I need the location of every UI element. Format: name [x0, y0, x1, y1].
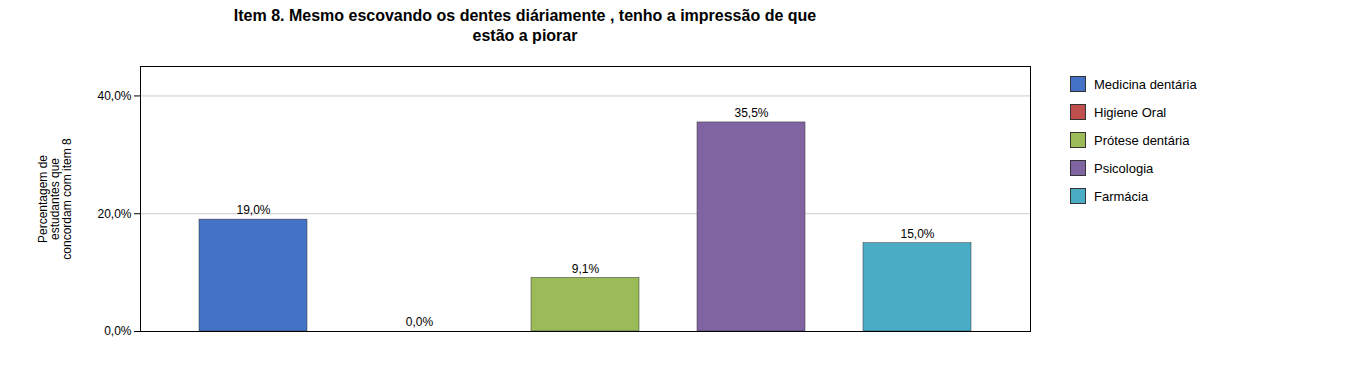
- html-text:Higiene Oral: Higiene Oral: [1094, 104, 1167, 120]
- svg-text:0,0%: 0,0%: [406, 315, 434, 329]
- svg-text:15,0%: 15,0%: [900, 227, 934, 241]
- html-text:Psicologia: Psicologia: [1094, 160, 1154, 176]
- html-text:Farmácia: Farmácia: [1094, 188, 1149, 204]
- svg-text:19,0%: 19,0%: [236, 203, 270, 217]
- svg-text:0,0%: 0,0%: [104, 324, 132, 338]
- html-text:Medicina dentária: Medicina dentária: [1094, 76, 1197, 92]
- svg-text:20,0%: 20,0%: [97, 207, 131, 221]
- svg-text:Percentagem deestudantes queco: Percentagem deestudantes queconcordam co…: [36, 138, 74, 260]
- html-text:Prótese dentária: Prótese dentária: [1094, 132, 1190, 148]
- svg-text:35,5%: 35,5%: [734, 106, 768, 120]
- svg-text:9,1%: 9,1%: [572, 262, 600, 276]
- html-text:Item 8. Mesmo escovando os den: Item 8. Mesmo escovando os dentes diária…: [233, 7, 817, 44]
- svg-text:40,0%: 40,0%: [97, 89, 131, 103]
